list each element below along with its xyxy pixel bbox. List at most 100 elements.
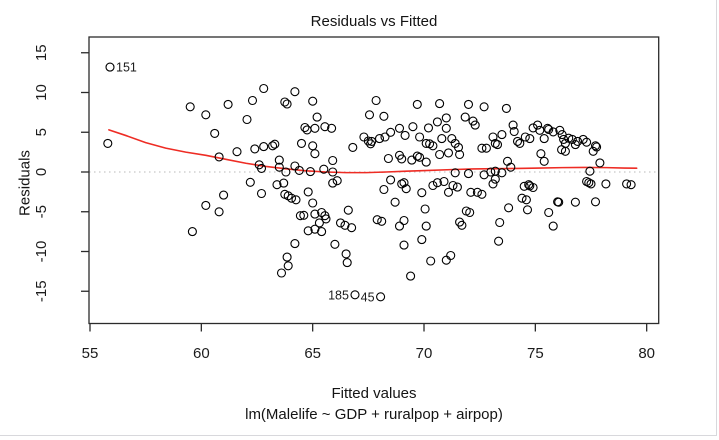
data-point	[590, 197, 601, 207]
data-point	[399, 215, 409, 226]
data-point	[432, 178, 442, 188]
data-point	[320, 122, 330, 132]
data-point	[247, 95, 258, 106]
data-point	[242, 114, 252, 125]
data-point	[327, 123, 337, 133]
smooth-line	[108, 129, 638, 174]
data-point	[335, 218, 346, 228]
model-formula-label: lm(Malelife ~ GDP + ruralpop + airpop)	[245, 406, 503, 423]
data-point	[426, 256, 436, 266]
data-point	[544, 207, 554, 218]
data-point	[281, 167, 291, 177]
x-axis-tick-label: 70	[416, 345, 433, 362]
data-point	[421, 157, 431, 167]
chart-title: Residuals vs Fitted	[310, 13, 438, 30]
data-point	[187, 227, 197, 237]
data-point	[582, 137, 592, 147]
outlier-label: 151	[116, 61, 137, 75]
data-point	[232, 147, 242, 157]
data-point	[453, 142, 464, 152]
data-point	[488, 132, 498, 142]
data-point	[435, 149, 445, 160]
data-point	[495, 217, 505, 228]
data-point	[274, 162, 284, 172]
data-point	[457, 220, 467, 230]
data-point	[397, 154, 407, 164]
data-point	[412, 99, 422, 109]
data-point	[379, 111, 389, 121]
data-point	[290, 87, 300, 97]
data-point	[504, 203, 514, 213]
data-point	[219, 190, 229, 200]
data-point	[415, 152, 425, 162]
data-point	[314, 218, 324, 228]
data-point	[319, 164, 329, 174]
y-axis-tick-label: 5	[33, 128, 50, 136]
data-point	[488, 179, 498, 189]
data-point	[595, 158, 605, 168]
data-point	[390, 197, 400, 207]
x-axis-tick-label: 60	[193, 345, 210, 362]
data-point	[494, 236, 504, 246]
data-point	[394, 123, 405, 133]
data-point	[423, 123, 434, 133]
data-point	[350, 290, 360, 300]
data-point	[481, 143, 491, 153]
data-point	[432, 117, 442, 127]
data-point	[490, 174, 500, 184]
data-point	[310, 224, 320, 234]
data-point	[535, 125, 545, 135]
data-point	[501, 103, 511, 113]
data-point	[524, 180, 534, 190]
data-point	[280, 97, 290, 107]
data-point	[421, 221, 431, 231]
data-point	[317, 207, 327, 218]
data-point	[300, 122, 310, 133]
data-point	[470, 120, 480, 130]
data-point	[408, 122, 418, 132]
data-point	[363, 136, 373, 146]
data-point	[296, 138, 307, 148]
data-point	[544, 124, 554, 135]
data-point	[259, 83, 269, 94]
data-point	[509, 126, 519, 137]
data-point	[421, 138, 431, 148]
data-point	[590, 141, 601, 151]
data-point	[497, 130, 507, 140]
data-point	[394, 221, 405, 231]
outlier-label: 45	[361, 290, 375, 304]
x-axis-tick-label: 80	[638, 345, 655, 362]
data-point	[312, 112, 322, 122]
y-axis-tick-label: -5	[33, 205, 50, 218]
data-point	[626, 180, 636, 190]
data-point	[332, 176, 342, 186]
data-point	[463, 169, 474, 179]
data-point	[286, 193, 297, 203]
data-point	[443, 187, 454, 197]
data-point	[383, 153, 393, 164]
data-point	[539, 134, 549, 144]
data-point	[435, 99, 445, 109]
data-point	[210, 128, 220, 138]
data-point	[512, 136, 523, 146]
data-point	[305, 167, 315, 177]
data-point	[399, 240, 409, 250]
data-point	[460, 112, 470, 122]
data-point	[294, 165, 304, 175]
data-point	[588, 146, 598, 156]
y-axis-tick-label: -15	[33, 280, 50, 302]
data-point	[497, 168, 507, 178]
data-point	[463, 99, 474, 109]
data-point	[328, 167, 338, 177]
data-point	[274, 155, 284, 165]
data-point	[450, 168, 460, 178]
data-point	[448, 180, 458, 191]
y-axis-tick-label: 0	[33, 168, 50, 176]
data-point	[290, 239, 300, 249]
data-point	[428, 141, 438, 151]
data-point	[380, 132, 390, 142]
data-point	[185, 102, 195, 112]
data-point	[415, 132, 425, 142]
data-point	[282, 252, 292, 262]
